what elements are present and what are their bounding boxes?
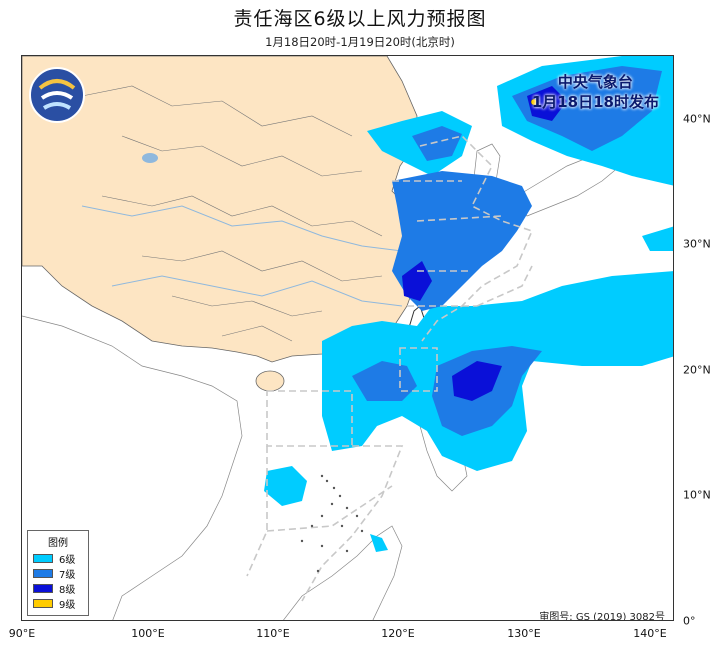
y-tick-label: 40°N [683, 112, 711, 126]
se-asia-coastline [22, 315, 243, 620]
legend-item-9: 9级 [28, 596, 88, 611]
rivers [81, 205, 403, 307]
map-title: 责任海区6级以上风力预报图 [233, 8, 487, 30]
x-tick-label: 130°E [507, 627, 541, 640]
legend-label: 7级 [59, 570, 76, 581]
wind-level-9-point [530, 98, 538, 106]
x-tick-label: 90°E [8, 627, 36, 640]
legend-item-6: 6级 [28, 551, 88, 566]
legend-swatch [33, 599, 53, 608]
qinghai-lake [142, 153, 158, 163]
legend-title: 图例 [48, 538, 68, 549]
y-tick-label: 30°N [683, 237, 711, 251]
sea-zone-boundaries [246, 135, 534, 602]
legend-swatch [33, 569, 53, 578]
legend-item-8: 8级 [28, 581, 88, 596]
legend-label: 6级 [59, 555, 76, 566]
legend-item-7: 7级 [28, 566, 88, 581]
issuer-org: 中央气象台 [557, 73, 633, 91]
approval-number: 审图号: GS (2019) 3082号 [537, 608, 667, 620]
x-tick-label: 110°E [256, 627, 290, 640]
x-tick-label: 100°E [131, 627, 165, 640]
x-tick-label: 120°E [381, 627, 415, 640]
legend-swatch [33, 554, 53, 563]
x-tick-label: 140°E [633, 627, 667, 640]
y-tick-label: 0° [683, 614, 696, 628]
hainan-island [255, 370, 285, 392]
wind-map-svg [22, 56, 673, 620]
legend-label: 9级 [59, 600, 76, 611]
y-tick-label: 20°N [683, 363, 711, 377]
borneo-coastline [283, 525, 403, 620]
south-china-sea-islands [300, 474, 364, 573]
y-tick-label: 10°N [683, 488, 711, 502]
map-area: 中央气象台 1月18日18时发布 图例 6级 7级 8级 9级 审图号: GS … [21, 55, 674, 621]
cma-logo-icon [28, 66, 86, 124]
issuer-time: 1月18日18时发布 [531, 93, 659, 111]
wind-level-8-areas [402, 86, 567, 401]
issuer-label: 中央气象台 1月18日18时发布 [532, 72, 659, 112]
province-boundaries [81, 85, 383, 342]
legend: 图例 6级 7级 8级 9级 [27, 530, 89, 616]
legend-label: 8级 [59, 585, 76, 596]
legend-swatch [33, 584, 53, 593]
map-subtitle: 1月18日20时-1月19日20时(北京时) [265, 35, 455, 49]
